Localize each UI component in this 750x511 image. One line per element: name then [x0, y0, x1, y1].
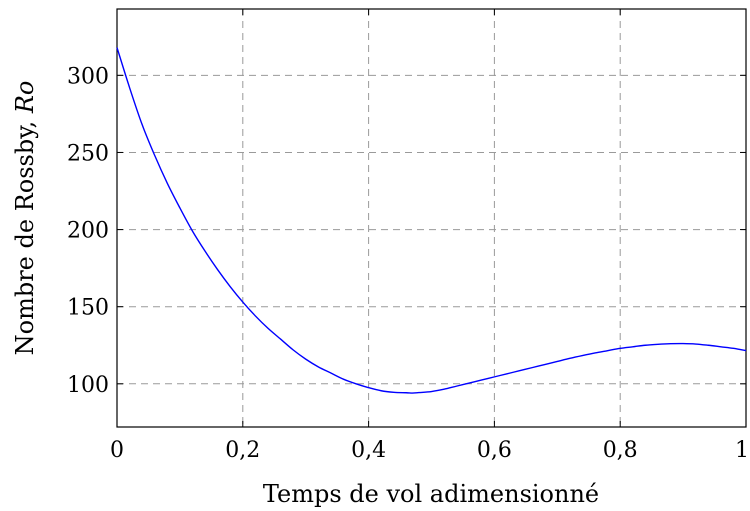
axis-ticks [116, 9, 747, 427]
x-tick-label: 0,2 [225, 438, 260, 463]
plot-frame [116, 8, 747, 428]
y-axis-label-italic: Ro [11, 81, 39, 115]
grid [117, 9, 746, 427]
y-tick-label: 300 [67, 64, 109, 89]
x-tick-label: 0,4 [351, 438, 386, 463]
x-tick-label: 0,6 [477, 438, 512, 463]
x-tick-label: 0 [110, 438, 124, 463]
y-axis-label: Nombre de Rossby, Ro [11, 81, 39, 356]
y-tick-label: 100 [67, 373, 109, 398]
y-tick-label: 200 [67, 219, 109, 244]
x-tick-label: 0,8 [603, 438, 638, 463]
y-axis-label-main: Nombre de Rossby, [11, 113, 39, 355]
x-tick-label: 1 [735, 438, 749, 463]
series-line [116, 47, 747, 394]
x-axis-label: Temps de vol adimensionné [263, 480, 599, 508]
y-tick-label: 250 [67, 141, 109, 166]
x-tick-labels: 0 0,2 0,4 0,6 0,8 1 [110, 438, 749, 463]
y-tick-labels: 100 150 200 250 300 [67, 64, 109, 397]
y-tick-label: 150 [67, 296, 109, 321]
